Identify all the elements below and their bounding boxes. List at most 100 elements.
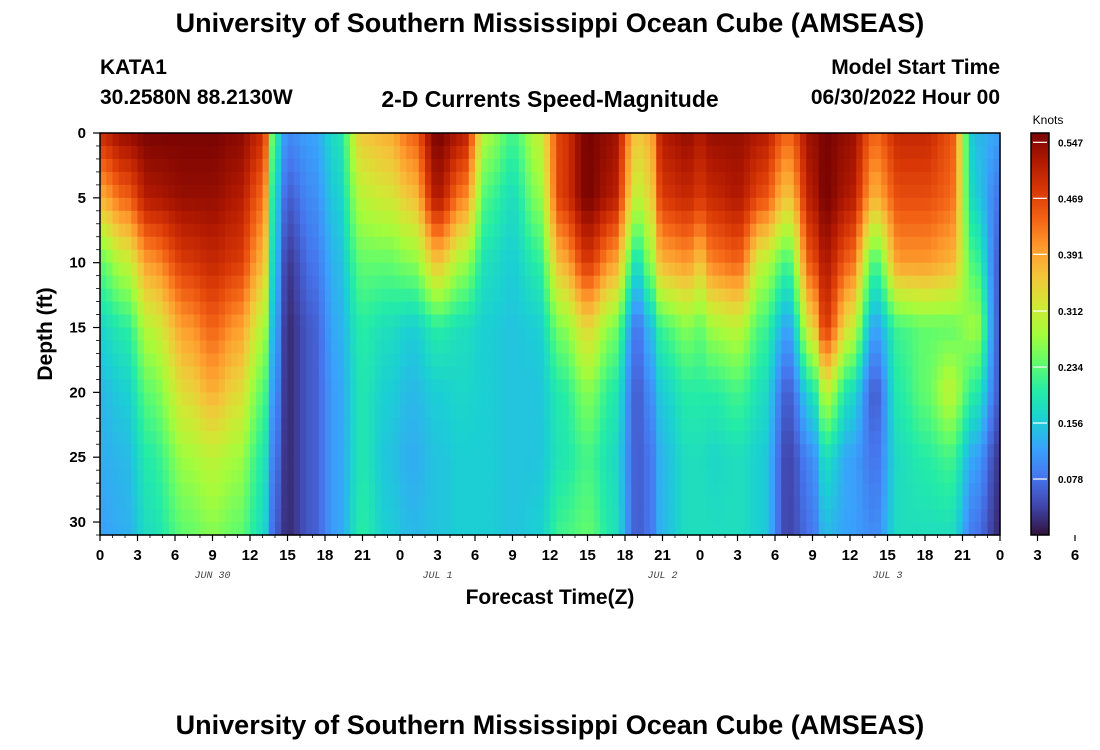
heatmap-cell	[756, 262, 764, 277]
heatmap-cell	[106, 444, 114, 458]
heatmap-cell	[462, 262, 470, 277]
heatmap-cell	[337, 483, 345, 497]
heatmap-cell	[862, 223, 870, 238]
heatmap-cell	[331, 340, 339, 355]
heatmap-cell	[825, 444, 832, 458]
heatmap-cell	[937, 275, 945, 290]
heatmap-cell	[918, 288, 926, 303]
heatmap-cell	[900, 236, 907, 251]
heatmap-cell	[150, 171, 157, 186]
heatmap-cell	[268, 145, 276, 160]
heatmap-cell	[256, 275, 264, 290]
heatmap-cell	[768, 327, 776, 342]
heatmap-cell	[675, 288, 682, 303]
heatmap-cell	[475, 457, 482, 471]
heatmap-cell	[925, 145, 932, 160]
heatmap-cell	[612, 457, 620, 471]
heatmap-cell	[100, 223, 107, 238]
heatmap-cell	[893, 522, 901, 536]
heatmap-cell	[462, 158, 470, 173]
heatmap-cell	[700, 210, 707, 225]
heatmap-cell	[893, 327, 901, 342]
heatmap-cell	[631, 379, 639, 393]
heatmap-cell	[343, 340, 351, 355]
heatmap-cell	[581, 314, 589, 329]
heatmap-cell	[162, 145, 170, 160]
heatmap-cell	[993, 184, 1001, 199]
heatmap-cell	[725, 197, 732, 212]
heatmap-cell	[737, 418, 745, 432]
heatmap-cell	[218, 145, 226, 160]
heatmap-cell	[487, 171, 495, 186]
heatmap-cell	[231, 223, 239, 238]
heatmap-cell	[650, 327, 657, 342]
heatmap-cell	[425, 262, 432, 277]
heatmap-cell	[106, 288, 114, 303]
heatmap-cell	[337, 133, 345, 147]
heatmap-cell	[256, 405, 264, 419]
heatmap-cell	[912, 470, 920, 484]
heatmap-cell	[706, 340, 714, 355]
heatmap-cell	[356, 275, 364, 290]
heatmap-cell	[687, 522, 695, 536]
heatmap-cell	[768, 262, 776, 277]
heatmap-cell	[831, 483, 839, 497]
heatmap-cell	[975, 210, 982, 225]
heatmap-cell	[600, 262, 607, 277]
heatmap-cell	[687, 418, 695, 432]
heatmap-cell	[587, 158, 595, 173]
heatmap-cell	[406, 249, 414, 264]
heatmap-cell	[787, 197, 795, 212]
heatmap-cell	[981, 262, 989, 277]
heatmap-cell	[712, 158, 720, 173]
heatmap-cell	[650, 133, 657, 147]
heatmap-cell	[118, 184, 126, 199]
heatmap-cell	[243, 522, 251, 536]
heatmap-cell	[287, 249, 295, 264]
heatmap-cell	[643, 223, 651, 238]
heatmap-cell	[125, 158, 132, 173]
heatmap-cell	[837, 301, 845, 316]
heatmap-cell	[312, 262, 320, 277]
heatmap-cell	[275, 470, 282, 484]
heatmap-cell	[668, 184, 676, 199]
heatmap-cell	[200, 392, 207, 406]
heatmap-cell	[518, 301, 526, 316]
heatmap-cell	[356, 405, 364, 419]
heatmap-cell	[393, 353, 401, 368]
heatmap-cell	[125, 327, 132, 342]
heatmap-cell	[575, 133, 582, 147]
heatmap-cell	[768, 197, 776, 212]
heatmap-cell	[700, 496, 707, 510]
heatmap-cell	[937, 353, 945, 368]
heatmap-cell	[243, 509, 251, 523]
heatmap-cell	[856, 314, 864, 329]
heatmap-cell	[350, 431, 357, 445]
heatmap-cell	[937, 184, 945, 199]
heatmap-cell	[687, 210, 695, 225]
heatmap-cell	[281, 496, 289, 510]
heatmap-cell	[706, 509, 714, 523]
heatmap-cell	[731, 444, 739, 458]
heatmap-cell	[587, 145, 595, 160]
heatmap-cell	[687, 470, 695, 484]
heatmap-cell	[162, 262, 170, 277]
heatmap-cell	[218, 236, 226, 251]
heatmap-cell	[693, 366, 701, 380]
heatmap-cell	[831, 340, 839, 355]
heatmap-cell	[362, 145, 370, 160]
heatmap-cell	[506, 509, 514, 523]
heatmap-cell	[356, 184, 364, 199]
heatmap-cell	[912, 327, 920, 342]
heatmap-cell	[818, 340, 826, 355]
heatmap-cell	[368, 340, 376, 355]
heatmap-cell	[343, 470, 351, 484]
heatmap-cell	[637, 210, 645, 225]
heatmap-cell	[500, 171, 507, 186]
heatmap-cell	[212, 431, 220, 445]
heatmap-cell	[387, 405, 395, 419]
heatmap-cell	[375, 262, 382, 277]
heatmap-cell	[637, 366, 645, 380]
heatmap-cell	[556, 314, 564, 329]
heatmap-cell	[475, 262, 482, 277]
